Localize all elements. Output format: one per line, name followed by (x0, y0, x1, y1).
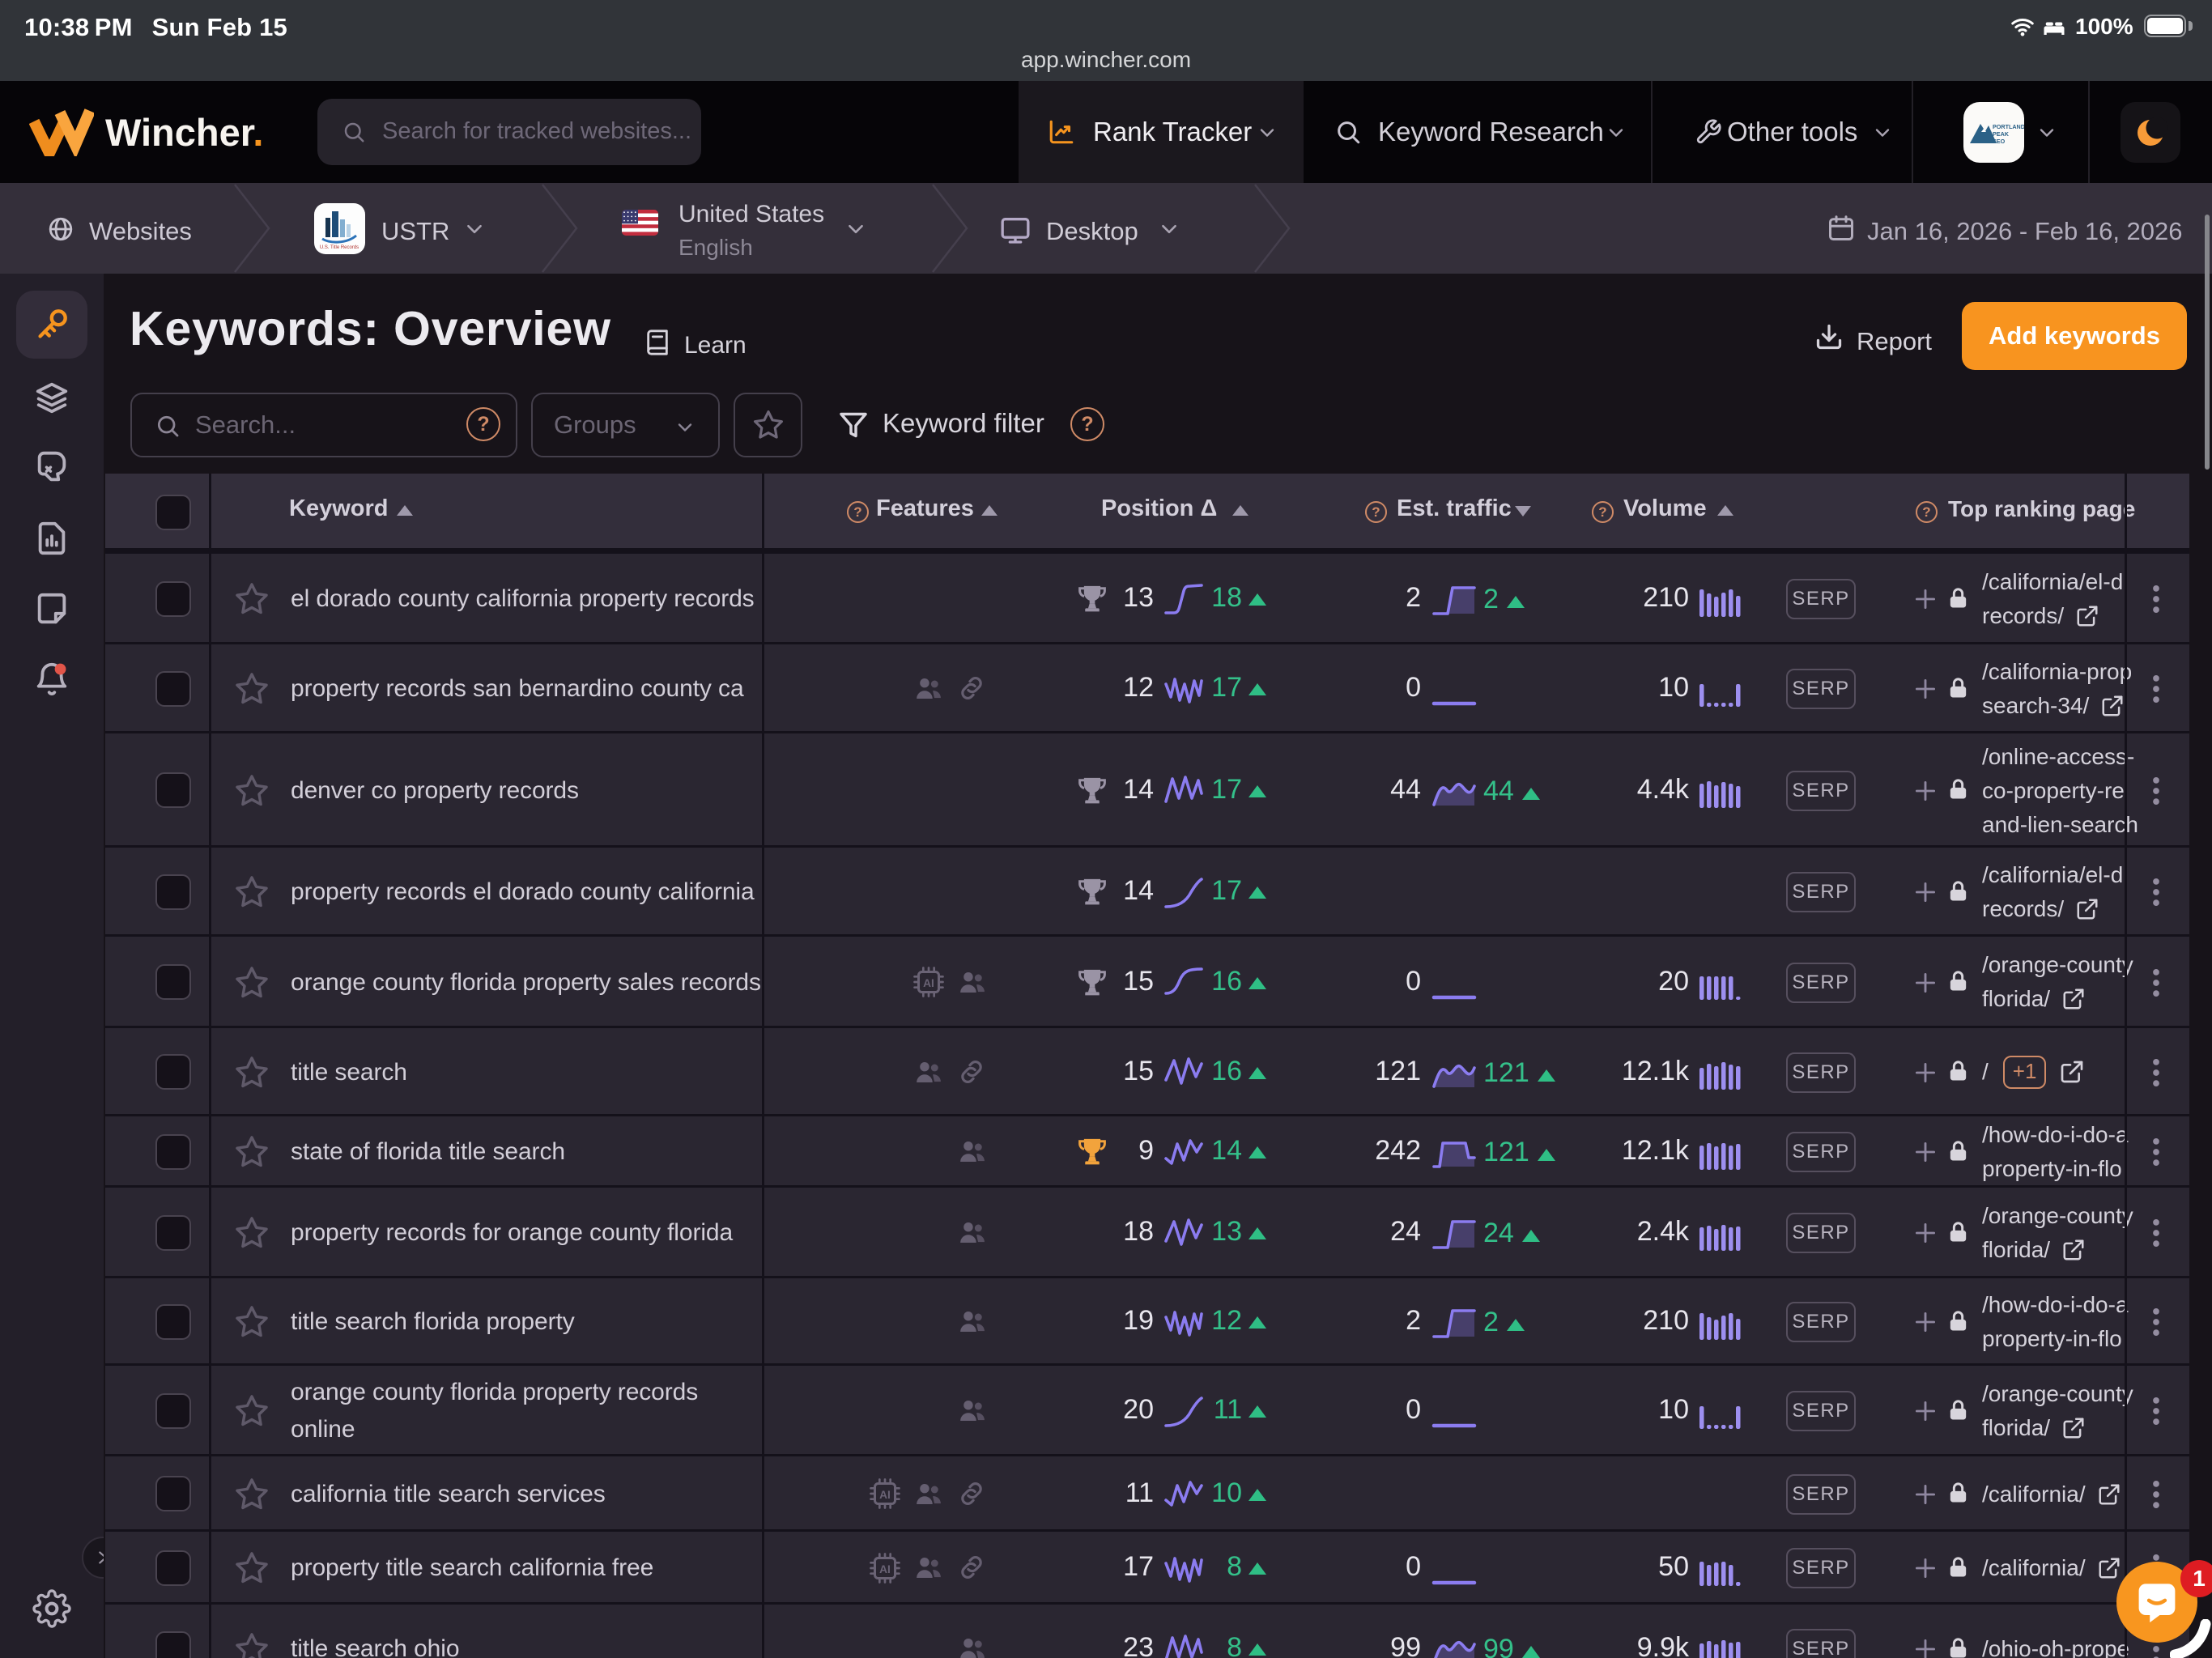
svg-text:AI: AI (923, 977, 934, 989)
svg-text:U.S. Title Records: U.S. Title Records (320, 245, 359, 250)
svg-text:AI: AI (879, 1563, 891, 1575)
svg-text:PEAK: PEAK (1993, 130, 2010, 138)
svg-text:PORTLAND: PORTLAND (1993, 123, 2024, 130)
svg-text:SEO: SEO (1993, 138, 2006, 145)
svg-text:AI: AI (879, 1489, 891, 1501)
